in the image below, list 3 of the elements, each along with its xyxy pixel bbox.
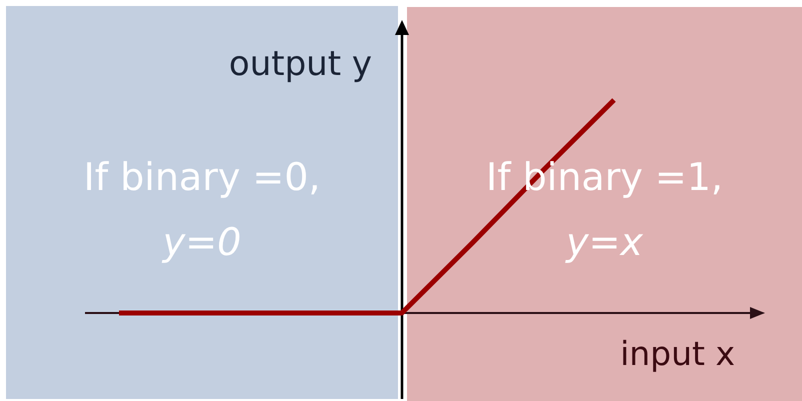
x-axis-title: input x	[620, 334, 735, 373]
annotation: If binary =0, y=0	[84, 155, 320, 264]
y-axis-title: output y	[228, 44, 372, 84]
